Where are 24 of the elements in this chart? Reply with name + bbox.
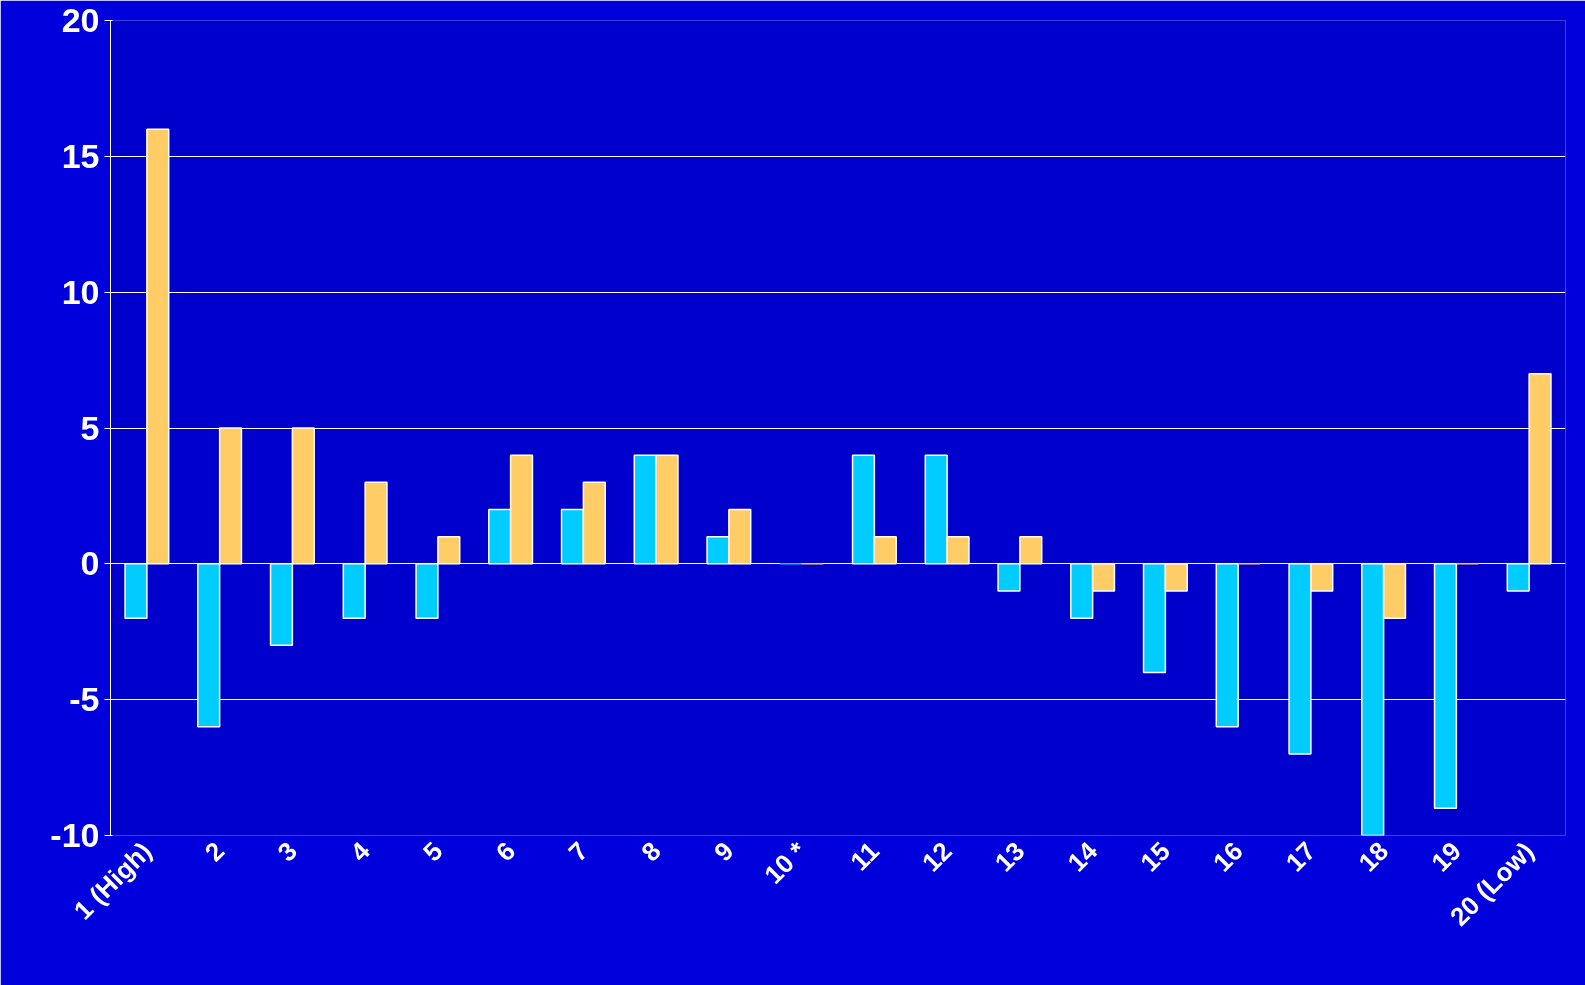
x-tick-label: 15 — [1134, 835, 1176, 878]
x-tick-label: 3 — [271, 835, 303, 868]
x-tick-label: 8 — [635, 835, 667, 868]
x-tick-label: 18 — [1352, 835, 1395, 878]
x-tick-label: 16 — [1207, 835, 1249, 878]
x-tick-label: 11 — [844, 835, 885, 877]
x-tick-label: 10 * — [758, 835, 813, 890]
y-tick-label: 10 — [61, 272, 100, 311]
x-tick-label: 7 — [562, 835, 594, 868]
y-tick-label: -5 — [69, 680, 100, 719]
x-tick-label: 2 — [198, 835, 231, 868]
x-tick-label: 4 — [344, 835, 377, 868]
y-tick-label: 0 — [80, 544, 100, 583]
x-tick-label: 6 — [489, 835, 522, 868]
x-tick-label: 17 — [1279, 835, 1322, 878]
x-tick-label: 14 — [1061, 835, 1104, 878]
y-tick-label: 20 — [61, 1, 100, 39]
x-tick-label: 9 — [708, 835, 740, 868]
x-tick-label: 5 — [417, 835, 449, 868]
x-tick-label: 13 — [988, 835, 1031, 878]
x-tick-label: 12 — [916, 835, 958, 878]
x-tick-label: 19 — [1425, 835, 1467, 878]
y-tick-label: 15 — [61, 136, 100, 175]
y-tick-label: 5 — [80, 408, 100, 447]
